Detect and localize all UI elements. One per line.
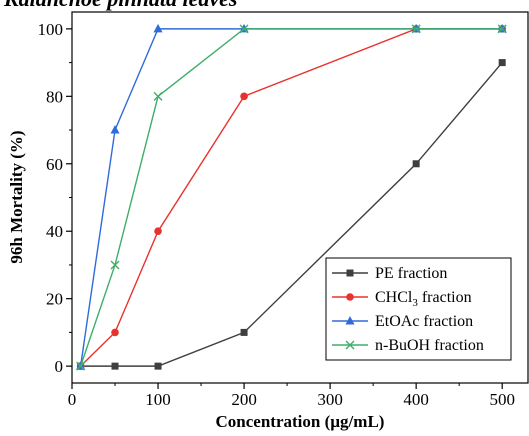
legend-label: PE fraction (375, 265, 447, 282)
y-tick-label: 100 (38, 20, 64, 39)
legend-item: PE fraction (332, 265, 447, 282)
chart-title: Kalanchoe pinnata leaves (3, 0, 237, 11)
x-axis-title: Concentration (µg/mL) (216, 412, 385, 431)
legend-swatch-marker (346, 293, 354, 301)
data-point (110, 125, 120, 134)
data-point (153, 91, 163, 101)
data-point (153, 23, 163, 33)
series-line (79, 28, 503, 367)
y-axis-title: 96h Mortality (%) (7, 130, 26, 263)
legend-item: CHCl3 fraction (332, 289, 472, 309)
legend-box (325, 257, 512, 361)
legend-label-tail: fraction (418, 289, 472, 306)
data-point (497, 24, 507, 34)
series-layer (76, 23, 507, 371)
x-axis: 0 100 200 300 400 500 (68, 383, 515, 409)
y-tick-label: 60 (46, 155, 63, 174)
data-point (239, 24, 249, 34)
legend-label: CHCl3 fraction (375, 289, 472, 309)
legend-label-main: PE fraction (375, 265, 447, 282)
legend-swatch-marker (346, 269, 354, 277)
legend-label: EtOAc fraction (375, 313, 473, 330)
legend-swatch-marker (345, 316, 355, 325)
data-point (110, 260, 120, 270)
legend-item: EtOAc fraction (332, 313, 473, 330)
y-tick-label: 40 (46, 222, 63, 241)
data-point (111, 328, 119, 337)
legend-label-main: EtOAc fraction (375, 313, 473, 330)
legend-item: n-BuOH fraction (332, 337, 484, 354)
x-tick-label: 300 (317, 390, 343, 409)
data-point (76, 361, 86, 371)
data-point (154, 227, 162, 236)
x-tick-label: 200 (231, 390, 257, 409)
legend-label-main: CHCl (375, 289, 413, 306)
legend-swatch-marker (345, 340, 355, 350)
data-point (240, 92, 248, 101)
y-tick-label: 0 (55, 357, 64, 376)
y-tick-label: 20 (46, 290, 63, 309)
legend-label-subscript: 3 (412, 297, 418, 309)
data-point (498, 59, 506, 67)
data-point (412, 160, 420, 168)
y-axis: 0 20 40 60 80 100 (38, 20, 72, 376)
data-point (111, 362, 119, 370)
legend-label-main: n-BuOH fraction (375, 337, 484, 354)
x-tick-label: 400 (403, 390, 429, 409)
data-point (154, 362, 162, 370)
x-tick-label: 500 (489, 390, 515, 409)
x-tick-label: 0 (68, 390, 77, 409)
legend-label: n-BuOH fraction (375, 337, 484, 354)
x-tick-label: 100 (145, 390, 171, 409)
y-tick-label: 80 (46, 87, 63, 106)
legend: PE fraction CHCl3 fraction EtOAc fraction n… (325, 257, 512, 361)
data-point (240, 328, 248, 336)
data-point (411, 24, 421, 34)
series-3 (76, 24, 507, 371)
series-line (80, 62, 503, 367)
